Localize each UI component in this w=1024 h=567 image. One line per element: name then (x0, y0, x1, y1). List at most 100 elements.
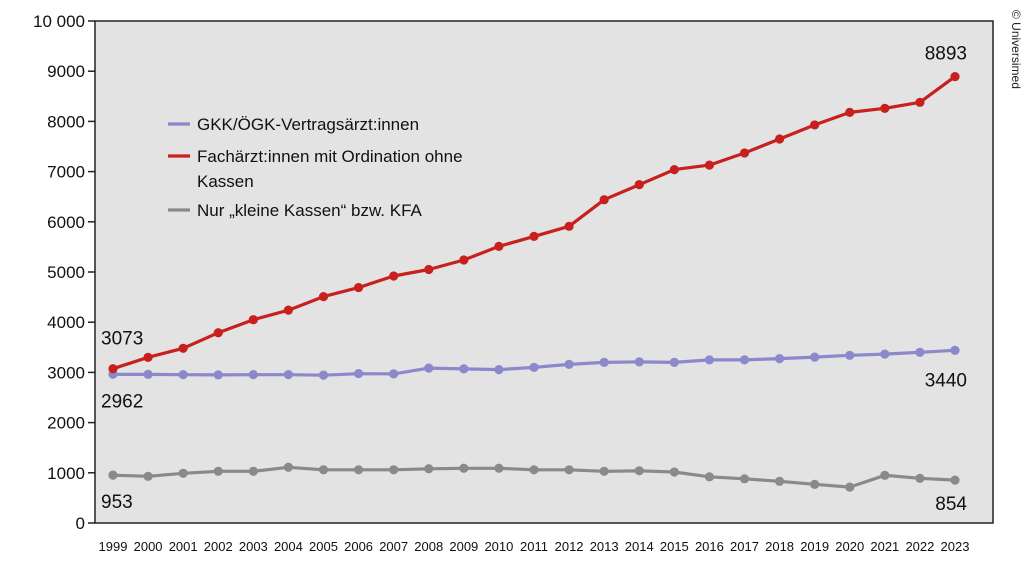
data-point (564, 465, 574, 475)
data-point (283, 305, 294, 315)
data-point (494, 463, 504, 473)
series-points (108, 71, 960, 492)
y-tick-label: 0 (76, 514, 85, 533)
data-point (915, 347, 925, 357)
legend-label-2: Nur „kleine Kassen“ bzw. KFA (197, 201, 423, 220)
y-tick-label: 3000 (47, 363, 85, 382)
data-point (318, 465, 329, 475)
data-labels: 3073 2962 953 8893 3440 854 (101, 44, 967, 516)
data-point (248, 315, 258, 325)
x-axis-ticks: 1999 2000 2001 2002 2003 2004 2005 2006 2007 2008… (99, 539, 970, 554)
data-point (810, 352, 820, 362)
data-point (143, 369, 153, 380)
data-point (248, 370, 258, 380)
data-label: 3440 (925, 370, 967, 391)
data-point (353, 465, 364, 475)
x-tick-label: 2021 (870, 539, 899, 554)
y-tick-label: 7000 (47, 163, 85, 182)
x-tick-label: 2015 (660, 539, 689, 554)
data-label: 854 (935, 494, 967, 515)
plot-area (94, 20, 994, 524)
x-tick-label: 2000 (134, 539, 163, 554)
legend-label-0: GKK/ÖGK-Vertragsärzt:innen (197, 115, 419, 134)
y-tick-label: 2000 (47, 414, 85, 433)
data-point (178, 370, 188, 380)
data-point (704, 472, 715, 482)
data-point (739, 148, 750, 158)
data-point (599, 357, 609, 367)
data-point (564, 221, 574, 231)
data-point (880, 349, 890, 359)
data-point (810, 479, 820, 489)
data-point (108, 470, 118, 480)
y-tick-label: 6000 (47, 213, 85, 232)
data-point (353, 369, 364, 379)
data-point (389, 369, 399, 379)
data-point (424, 464, 434, 474)
data-label: 953 (101, 492, 133, 513)
data-label: 8893 (925, 44, 967, 65)
data-point (880, 470, 890, 480)
y-axis-ticks: 0 1000 2000 3000 4000 5000 6000 7000 8000 9000 10 … (33, 12, 95, 533)
legend-label-1: Fachärzt:innen mit Ordination ohne Kassen (197, 147, 463, 191)
data-point (634, 357, 644, 367)
y-tick-label: 9000 (47, 62, 85, 81)
x-tick-label: 2023 (941, 539, 970, 554)
data-point (459, 255, 469, 265)
data-point (774, 353, 785, 364)
y-tick-label: 5000 (47, 263, 85, 282)
x-tick-label: 1999 (99, 539, 128, 554)
data-point (845, 107, 855, 117)
data-label: 2962 (101, 391, 143, 412)
data-point (283, 370, 294, 380)
data-point (669, 467, 679, 477)
x-tick-label: 2019 (800, 539, 829, 554)
data-point (880, 103, 890, 113)
data-point (915, 97, 925, 107)
data-point (669, 357, 679, 367)
x-tick-label: 2012 (555, 539, 584, 554)
x-tick-label: 2010 (484, 539, 513, 554)
data-point (494, 365, 504, 375)
data-point (143, 352, 153, 362)
data-point (739, 474, 750, 484)
x-tick-label: 2006 (344, 539, 373, 554)
y-tick-label: 8000 (47, 112, 85, 131)
data-point (529, 362, 539, 372)
data-point (318, 291, 329, 302)
x-tick-label: 2017 (730, 539, 759, 554)
data-point (950, 345, 960, 355)
data-point (950, 475, 960, 485)
credit-text: © Universimed (1009, 10, 1023, 89)
data-point (178, 468, 188, 478)
legend: GKK/ÖGK-Vertragsärzt:innen Fachärzt:innen… (168, 115, 463, 220)
y-tick-label: 10 000 (33, 12, 85, 31)
x-tick-label: 2007 (379, 539, 408, 554)
data-point (845, 350, 855, 360)
data-point (213, 328, 223, 338)
x-tick-label: 2008 (414, 539, 443, 554)
x-tick-label: 2005 (309, 539, 338, 554)
data-point (108, 364, 118, 374)
data-point (494, 241, 504, 251)
x-tick-label: 2011 (520, 539, 548, 554)
x-tick-label: 2018 (765, 539, 794, 554)
data-point (529, 231, 539, 241)
data-point (389, 271, 399, 281)
x-tick-label: 2016 (695, 539, 724, 554)
data-point (634, 466, 644, 476)
x-tick-label: 2013 (590, 539, 619, 554)
data-point (845, 482, 855, 492)
data-point (143, 471, 153, 481)
y-tick-label: 1000 (47, 464, 85, 483)
data-point (774, 134, 785, 144)
x-tick-label: 2020 (835, 539, 864, 554)
data-label: 3073 (101, 329, 143, 350)
data-point (283, 462, 294, 472)
data-point (634, 180, 644, 190)
y-tick-label: 4000 (47, 313, 85, 332)
data-point (389, 465, 399, 475)
data-point (669, 164, 679, 175)
data-point (424, 264, 434, 275)
